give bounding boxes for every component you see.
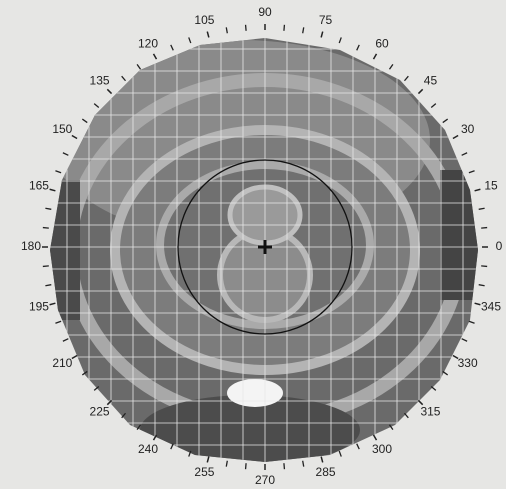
angle-label: 255 [194, 465, 214, 479]
angle-label: 90 [258, 5, 272, 19]
angle-label: 270 [255, 473, 275, 487]
map-blank [227, 379, 283, 407]
angle-label: 45 [424, 74, 438, 88]
minor-tick [246, 25, 247, 31]
angle-label: 15 [484, 179, 498, 193]
angle-label: 120 [138, 37, 158, 51]
topography-chart: 0 15 30 45 60 75 90 105 120 135 150 165 180 195 210 225… [0, 0, 506, 489]
minor-tick [284, 25, 285, 31]
angle-label: 300 [372, 442, 392, 456]
angle-label: 105 [194, 13, 214, 27]
angle-label: 330 [458, 356, 478, 370]
angle-label: 150 [52, 122, 72, 136]
angle-label: 30 [461, 122, 475, 136]
angle-label: 0 [496, 239, 503, 253]
angle-label: 210 [52, 356, 72, 370]
angle-label: 315 [420, 405, 440, 419]
angle-label: 195 [29, 300, 49, 314]
angle-label: 285 [316, 465, 336, 479]
angle-label: 240 [138, 442, 158, 456]
minor-tick [43, 266, 49, 267]
minor-tick [481, 228, 487, 229]
angle-label: 345 [481, 300, 501, 314]
angle-label: 165 [29, 179, 49, 193]
angle-label: 225 [90, 405, 110, 419]
angle-label: 75 [319, 13, 333, 27]
angle-label: 180 [21, 239, 41, 253]
angle-label: 60 [375, 37, 389, 51]
angle-label: 135 [90, 74, 110, 88]
minor-tick [481, 266, 487, 267]
minor-tick [246, 463, 247, 469]
minor-tick [284, 463, 285, 469]
minor-tick [43, 228, 49, 229]
